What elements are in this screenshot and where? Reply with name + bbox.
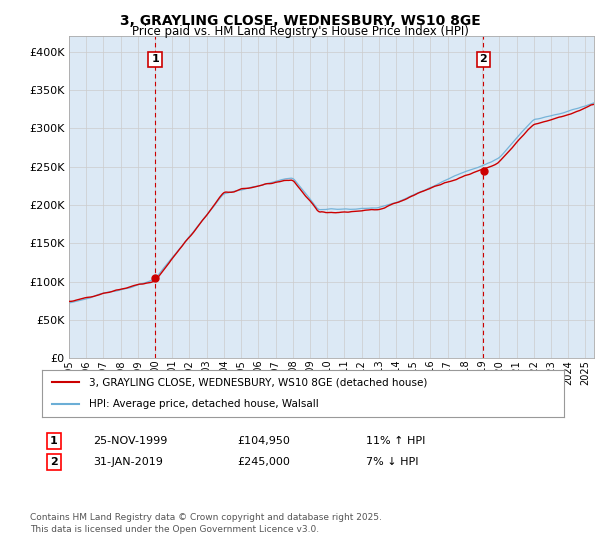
- Text: £104,950: £104,950: [237, 436, 290, 446]
- Text: 7% ↓ HPI: 7% ↓ HPI: [366, 457, 419, 467]
- Text: 2: 2: [50, 457, 58, 467]
- Text: HPI: Average price, detached house, Walsall: HPI: Average price, detached house, Wals…: [89, 399, 319, 409]
- Text: Contains HM Land Registry data © Crown copyright and database right 2025.
This d: Contains HM Land Registry data © Crown c…: [30, 513, 382, 534]
- Text: 25-NOV-1999: 25-NOV-1999: [93, 436, 167, 446]
- Text: 3, GRAYLING CLOSE, WEDNESBURY, WS10 8GE: 3, GRAYLING CLOSE, WEDNESBURY, WS10 8GE: [119, 14, 481, 28]
- Text: Price paid vs. HM Land Registry's House Price Index (HPI): Price paid vs. HM Land Registry's House …: [131, 25, 469, 38]
- Text: 11% ↑ HPI: 11% ↑ HPI: [366, 436, 425, 446]
- Text: 2: 2: [479, 54, 487, 64]
- Text: 3, GRAYLING CLOSE, WEDNESBURY, WS10 8GE (detached house): 3, GRAYLING CLOSE, WEDNESBURY, WS10 8GE …: [89, 377, 427, 388]
- Text: £245,000: £245,000: [237, 457, 290, 467]
- Text: 1: 1: [151, 54, 159, 64]
- Text: 31-JAN-2019: 31-JAN-2019: [93, 457, 163, 467]
- Text: 1: 1: [50, 436, 58, 446]
